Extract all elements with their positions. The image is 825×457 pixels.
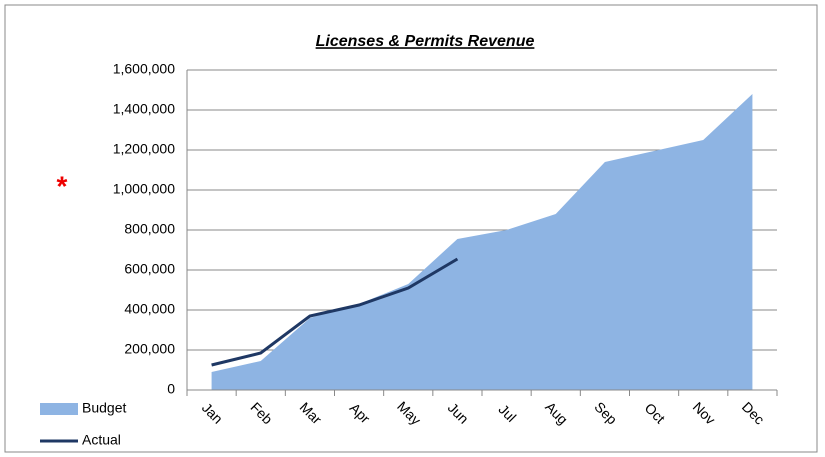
legend-label: Actual [82,432,121,448]
y-tick-label: 0 [167,381,175,397]
chart-title: Licenses & Permits Revenue [316,33,535,50]
annotation: * [57,170,68,201]
y-tick-label: 400,000 [124,301,175,317]
y-tick-label: 600,000 [124,261,175,277]
y-tick-label: 200,000 [124,341,175,357]
legend-label: Budget [82,400,126,416]
y-tick-label: 1,600,000 [113,61,175,77]
y-tick-label: 1,200,000 [113,141,175,157]
y-tick-label: 800,000 [124,221,175,237]
y-tick-label: 1,400,000 [113,101,175,117]
area [211,94,753,390]
y-tick-label: 1,000,000 [113,181,175,197]
legend-swatch [40,403,78,415]
line [211,257,459,367]
